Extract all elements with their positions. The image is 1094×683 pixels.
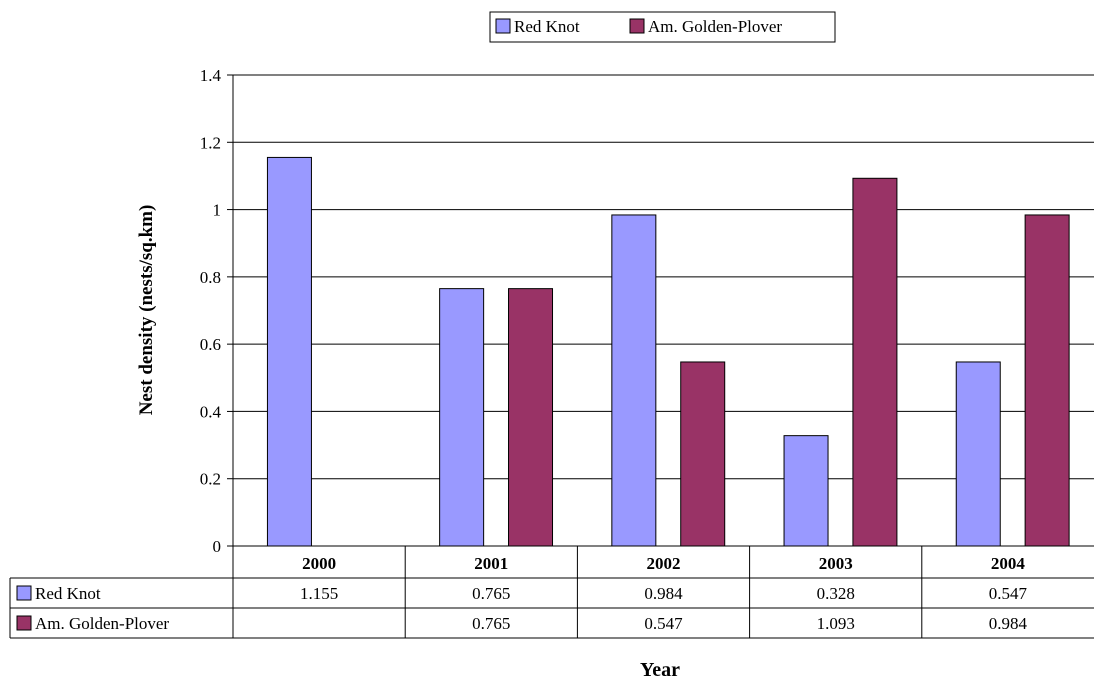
bar-am-golden-plover-2004 [1025, 215, 1069, 546]
bar-red-knot-2001 [440, 289, 484, 546]
table-cell: 0.765 [472, 614, 510, 633]
legend: Red Knot Am. Golden-Plover [490, 12, 835, 42]
table-legend-swatch [17, 616, 31, 630]
x-tick-label: 2002 [647, 554, 681, 573]
legend-label: Red Knot [514, 17, 580, 36]
y-tick-label: 1 [213, 201, 222, 220]
y-tick-label: 0.8 [200, 268, 221, 287]
axes: 0 0.2 0.4 0.6 0.8 1 1.2 1.4 [200, 66, 233, 556]
table-cell: 1.093 [817, 614, 855, 633]
x-tick-label: 2001 [474, 554, 508, 573]
bar-am-golden-plover-2003 [853, 178, 897, 546]
table-legend-swatch [17, 586, 31, 600]
y-tick-label: 0.4 [200, 402, 222, 421]
bar-red-knot-2000 [267, 157, 311, 546]
table-cell: 0.984 [644, 584, 683, 603]
table-cell: 0.984 [989, 614, 1028, 633]
table-cell: 0.547 [644, 614, 683, 633]
y-tick-label: 1.2 [200, 133, 221, 152]
y-tick-label: 0.2 [200, 470, 221, 489]
data-table: 2000 2001 2002 2003 2004 Red Knot 1.155 0.765 0.… [10, 546, 1094, 638]
table-cell: 0.765 [472, 584, 510, 603]
x-tick-label: 2003 [819, 554, 853, 573]
table-cell: 0.547 [989, 584, 1028, 603]
bars [267, 157, 1069, 546]
table-cell: 0.328 [817, 584, 855, 603]
bar-am-golden-plover-2001 [509, 289, 553, 546]
y-tick-label: 1.4 [200, 66, 222, 85]
x-tick-label: 2000 [302, 554, 336, 573]
bar-red-knot-2002 [612, 215, 656, 546]
legend-swatch [630, 19, 644, 33]
table-cell: 1.155 [300, 584, 338, 603]
bar-red-knot-2003 [784, 436, 828, 546]
y-axis-label: Nest density (nests/sq.km) [136, 205, 157, 416]
bar-red-knot-2004 [956, 362, 1000, 546]
x-axis-label: Year [640, 659, 680, 681]
legend-label: Am. Golden-Plover [648, 17, 782, 36]
bar-am-golden-plover-2002 [681, 362, 725, 546]
legend-swatch [496, 19, 510, 33]
y-tick-label: 0.6 [200, 335, 221, 354]
x-tick-label: 2004 [991, 554, 1026, 573]
table-row-label: Red Knot [35, 584, 101, 603]
y-tick-label: 0 [213, 537, 222, 556]
table-row-label: Am. Golden-Plover [35, 614, 169, 633]
